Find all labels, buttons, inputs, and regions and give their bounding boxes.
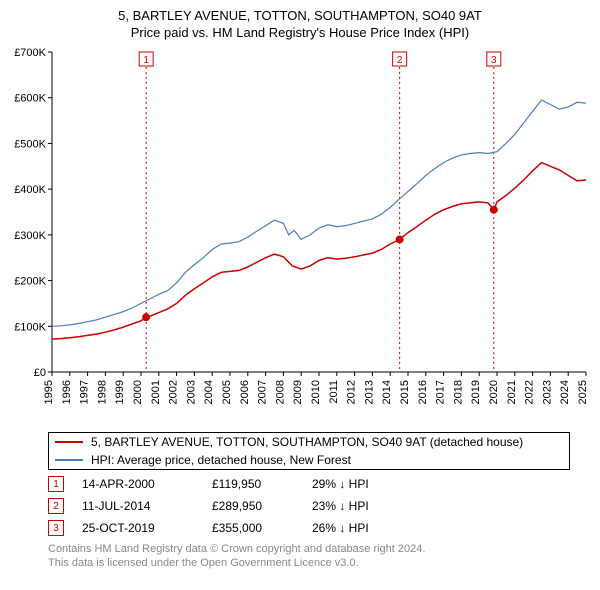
legend-label: 5, BARTLEY AVENUE, TOTTON, SOUTHAMPTON, … [91,435,523,449]
svg-text:1: 1 [143,55,149,66]
svg-text:£300K: £300K [14,230,46,242]
sale-delta: 26% ↓ HPI [312,521,432,535]
svg-text:2000: 2000 [132,380,144,404]
svg-text:£700K: £700K [14,47,46,59]
svg-text:2011: 2011 [328,380,340,404]
svg-text:£100K: £100K [14,321,46,333]
footer-attribution: Contains HM Land Registry data © Crown c… [48,542,592,571]
footer-line2: This data is licensed under the Open Gov… [48,556,592,570]
sale-delta: 23% ↓ HPI [312,499,432,513]
sale-price: £355,000 [212,521,312,535]
svg-text:2008: 2008 [274,380,286,404]
legend: 5, BARTLEY AVENUE, TOTTON, SOUTHAMPTON, … [48,432,570,470]
sale-marker-icon: 1 [48,476,64,492]
sale-date: 11-JUL-2014 [82,499,212,513]
svg-text:2020: 2020 [488,380,500,404]
sale-marker-icon: 3 [48,520,64,536]
chart-svg: £0 £100K £200K £300K £400K £500K £600K £700K 199… [8,44,592,424]
svg-text:2014: 2014 [381,380,393,404]
svg-text:2006: 2006 [239,380,251,404]
svg-text:2001: 2001 [150,380,162,404]
svg-text:1998: 1998 [96,380,108,404]
svg-text:2005: 2005 [221,380,233,404]
svg-text:2025: 2025 [577,380,589,404]
svg-text:2009: 2009 [292,380,304,404]
svg-text:3: 3 [491,55,497,66]
legend-item: 5, BARTLEY AVENUE, TOTTON, SOUTHAMPTON, … [49,433,569,451]
svg-text:2023: 2023 [541,380,553,404]
sale-row: 2 11-JUL-2014£289,95023% ↓ HPI [48,498,592,514]
title-sub: Price paid vs. HM Land Registry's House … [8,25,592,40]
svg-text:2021: 2021 [506,380,518,404]
svg-text:2004: 2004 [203,380,215,404]
svg-text:2018: 2018 [452,380,464,404]
svg-text:2019: 2019 [470,380,482,404]
svg-text:£200K: £200K [14,276,46,288]
svg-text:2024: 2024 [559,380,571,404]
svg-text:2002: 2002 [168,380,180,404]
svg-text:2022: 2022 [524,380,536,404]
footer-line1: Contains HM Land Registry data © Crown c… [48,542,592,556]
legend-label: HPI: Average price, detached house, New … [91,453,351,467]
svg-text:1997: 1997 [79,380,91,404]
legend-item: HPI: Average price, detached house, New … [49,451,569,469]
svg-text:1996: 1996 [61,380,73,404]
svg-text:2012: 2012 [346,380,358,404]
svg-text:2010: 2010 [310,380,322,404]
chart-titles: 5, BARTLEY AVENUE, TOTTON, SOUTHAMPTON, … [8,8,592,40]
svg-text:2017: 2017 [435,380,447,404]
sale-price: £119,950 [212,477,312,491]
sale-row: 1 14-APR-2000£119,95029% ↓ HPI [48,476,592,492]
svg-text:2007: 2007 [257,380,269,404]
svg-text:2015: 2015 [399,380,411,404]
title-main: 5, BARTLEY AVENUE, TOTTON, SOUTHAMPTON, … [8,8,592,23]
svg-text:1999: 1999 [114,380,126,404]
legend-swatch [55,441,83,443]
sales-table: 1 14-APR-2000£119,95029% ↓ HPI 2 11-JUL-201… [48,476,592,536]
sale-row: 3 25-OCT-2019£355,00026% ↓ HPI [48,520,592,536]
sale-price: £289,950 [212,499,312,513]
legend-swatch [55,459,83,461]
svg-text:2016: 2016 [417,380,429,404]
svg-text:£500K: £500K [14,138,46,150]
svg-text:£0: £0 [34,367,46,379]
price-chart: £0 £100K £200K £300K £400K £500K £600K £700K 199… [8,44,592,424]
svg-text:2003: 2003 [185,380,197,404]
svg-text:£600K: £600K [14,93,46,105]
sale-date: 14-APR-2000 [82,477,212,491]
sale-marker-icon: 2 [48,498,64,514]
sale-delta: 29% ↓ HPI [312,477,432,491]
sale-date: 25-OCT-2019 [82,521,212,535]
svg-text:1995: 1995 [43,380,55,404]
svg-text:2: 2 [397,55,403,66]
svg-text:£400K: £400K [14,184,46,196]
svg-text:2013: 2013 [363,380,375,404]
